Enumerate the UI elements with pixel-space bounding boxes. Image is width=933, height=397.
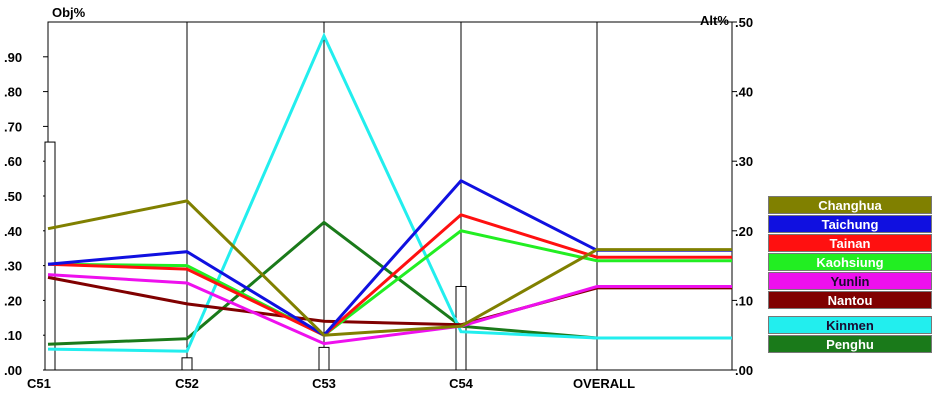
objective-weight-bar-c51 <box>44 141 56 371</box>
series-lines-layer <box>47 32 732 353</box>
plot-frame <box>47 21 733 371</box>
left-tick-label: .90 <box>4 50 22 65</box>
legend-item-kinmen[interactable]: Kinmen <box>768 316 932 334</box>
series-line-tainan <box>47 213 732 337</box>
series-line-changhua <box>47 199 732 337</box>
objective-weight-bar-c53 <box>318 346 330 371</box>
legend: Changhua Taichung Tainan Kaohsiung Yunlin Nan… <box>768 196 932 354</box>
series-line-kinmen <box>47 32 732 353</box>
right-tick-label: .50 <box>735 15 753 30</box>
left-tick-label: .00 <box>4 363 22 378</box>
left-tick-label: .60 <box>4 154 22 169</box>
legend-item-yunlin[interactable]: Yunlin <box>768 272 932 290</box>
left-tick-label: .80 <box>4 85 22 100</box>
left-axis-title: Obj% <box>52 5 86 20</box>
category-label-c52: C52 <box>175 376 199 391</box>
legend-item-penghu[interactable]: Penghu <box>768 335 932 353</box>
category-label-c53: C53 <box>312 376 336 391</box>
legend-item-kaohsiung[interactable]: Kaohsiung <box>768 253 932 271</box>
objective-bars-layer <box>44 141 467 371</box>
legend-item-tainan[interactable]: Tainan <box>768 234 932 252</box>
right-tick-label: .10 <box>735 293 753 308</box>
legend-item-nantou[interactable]: Nantou <box>768 291 932 309</box>
left-tick-label: .40 <box>4 224 22 239</box>
axes-layer <box>43 21 737 371</box>
right-axis-title: Alt% <box>700 13 729 28</box>
left-tick-label: .50 <box>4 189 22 204</box>
category-label-c51: C51 <box>27 376 51 391</box>
legend-item-taichung[interactable]: Taichung <box>768 215 932 233</box>
right-tick-label: .20 <box>735 224 753 239</box>
series-line-kaohsiung <box>47 229 732 337</box>
series-line-yunlin <box>47 273 732 346</box>
objective-weight-bar-c52 <box>181 357 193 371</box>
left-tick-label: .30 <box>4 259 22 274</box>
category-label-overall: OVERALL <box>573 376 635 391</box>
left-tick-label: .20 <box>4 293 22 308</box>
left-tick-label: .10 <box>4 328 22 343</box>
left-tick-label: .70 <box>4 119 22 134</box>
right-tick-label: .00 <box>735 363 753 378</box>
right-tick-label: .40 <box>735 85 753 100</box>
category-label-c54: C54 <box>449 376 474 391</box>
right-tick-label: .30 <box>735 154 753 169</box>
legend-item-changhua[interactable]: Changhua <box>768 196 932 214</box>
tick-labels-layer: .00 .10 .20 .30 .40 .50 .60 .70 .80 .90 .00 .10 .20.… <box>4 5 753 391</box>
